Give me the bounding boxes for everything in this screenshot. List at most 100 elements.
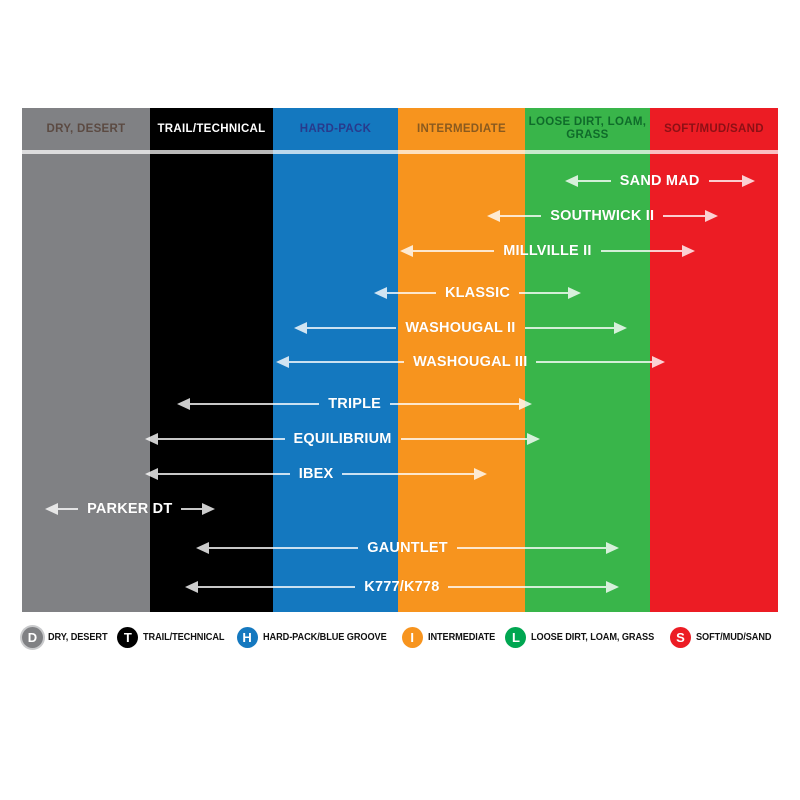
header-divider-rule: [22, 150, 778, 154]
terrain-header-row: DRY, DESERT TRAIL/TECHNICAL HARD-PACK INTER…: [22, 108, 778, 150]
tire-model-label: PARKER DT: [87, 501, 173, 517]
arrow-shaft-left: [307, 327, 397, 329]
arrow-shaft-left: [499, 215, 542, 217]
terrain-legend: D DRY, DESERT T TRAIL/TECHNICAL H HARD-PACK/B…: [22, 622, 778, 652]
tire-model-label: MILLVILLE II: [503, 243, 592, 259]
arrow-shaft-left: [158, 473, 290, 475]
arrow-right-icon: [741, 175, 755, 187]
terrain-band-trail: [149, 108, 273, 612]
tire-range-row: SAND MAD: [564, 170, 755, 192]
arrow-right-icon: [519, 398, 533, 410]
terrain-header-intermediate: INTERMEDIATE: [416, 122, 506, 135]
arrow-right-icon: [606, 542, 620, 554]
arrow-shaft-right: [400, 438, 527, 440]
tire-model-label: WASHOUGAL III: [413, 354, 528, 370]
legend-badge-icon: I: [401, 626, 423, 648]
arrow-left-icon: [145, 468, 159, 480]
arrow-shaft-right: [519, 292, 569, 294]
arrow-shaft-left: [57, 508, 79, 510]
legend-label: HARD-PACK/BLUE GROOVE: [262, 631, 387, 643]
arrow-left-icon: [564, 175, 578, 187]
legend-badge-icon: T: [117, 626, 139, 648]
arrow-left-icon: [44, 503, 58, 515]
arrow-left-icon: [294, 322, 308, 334]
tire-model-label: GAUNTLET: [367, 540, 448, 556]
arrow-shaft-left: [208, 547, 359, 549]
legend-badge-icon: H: [236, 626, 258, 648]
terrain-band-dry_desert: [22, 108, 150, 612]
arrow-shaft-right: [390, 403, 520, 405]
legend-badge-icon: D: [22, 626, 43, 648]
legend-item: L LOOSE DIRT, LOAM, GRASS: [505, 626, 665, 648]
arrow-shaft-left: [386, 292, 436, 294]
tire-range-row: KLASSIC: [373, 282, 582, 304]
terrain-column-bands: [22, 108, 778, 612]
arrow-shaft-right: [448, 586, 607, 588]
arrow-right-icon: [201, 503, 215, 515]
legend-item: T TRAIL/TECHNICAL: [117, 626, 232, 648]
arrow-right-icon: [651, 356, 665, 368]
terrain-band-loose_dirt: [524, 108, 650, 612]
arrow-shaft-left: [197, 586, 356, 588]
arrow-shaft-right: [663, 215, 705, 217]
tire-range-row: EQUILIBRIUM: [145, 428, 540, 450]
arrow-shaft-left: [577, 180, 611, 182]
arrow-shaft-left: [158, 438, 285, 440]
tire-model-label: SOUTHWICK II: [550, 208, 655, 224]
tire-model-label: SAND MAD: [619, 173, 700, 189]
legend-badge-icon: L: [505, 626, 527, 648]
arrow-shaft-right: [600, 250, 682, 252]
tire-model-label: KLASSIC: [444, 285, 510, 301]
tire-range-row: GAUNTLET: [195, 537, 620, 559]
terrain-band-intermediate: [397, 108, 525, 612]
legend-item: I INTERMEDIATE: [401, 626, 501, 648]
terrain-header-hard_pack: HARD-PACK: [299, 122, 372, 135]
arrow-left-icon: [486, 210, 500, 222]
tire-model-label: K777/K778: [364, 579, 440, 595]
legend-label: SOFT/MUD/SAND: [695, 631, 772, 643]
arrow-right-icon: [704, 210, 718, 222]
legend-label: TRAIL/TECHNICAL: [143, 631, 225, 643]
tire-range-row: WASHOUGAL III: [276, 351, 665, 373]
tire-range-row: TRIPLE: [176, 393, 533, 415]
tire-range-rows: SAND MAD SOUTHWICK II MILLVILLE II KLASSIC W…: [22, 108, 778, 612]
terrain-band-soft_mud: [649, 108, 778, 612]
arrow-right-icon: [473, 468, 487, 480]
tire-range-row: PARKER DT: [44, 498, 215, 520]
terrain-header-loose_dirt: LOOSE DIRT, LOAM, GRASS: [528, 116, 647, 141]
tire-range-row: IBEX: [145, 463, 487, 485]
terrain-header-trail: TRAIL/TECHNICAL: [157, 122, 266, 135]
tire-model-label: IBEX: [298, 466, 334, 482]
arrow-shaft-right: [708, 180, 742, 182]
tire-range-row: SOUTHWICK II: [486, 205, 718, 227]
tire-range-row: MILLVILLE II: [400, 240, 695, 262]
arrow-left-icon: [145, 433, 159, 445]
legend-label: INTERMEDIATE: [427, 631, 495, 643]
terrain-chart: DRY, DESERT TRAIL/TECHNICAL HARD-PACK INTER…: [22, 108, 778, 612]
arrow-shaft-right: [524, 327, 614, 329]
arrow-right-icon: [526, 433, 540, 445]
arrow-left-icon: [195, 542, 209, 554]
arrow-shaft-left: [189, 403, 320, 405]
terrain-band-hard_pack: [272, 108, 398, 612]
arrow-shaft-right: [536, 361, 652, 363]
terrain-header-soft_mud: SOFT/MUD/SAND: [664, 122, 764, 135]
tire-range-row: WASHOUGAL II: [294, 317, 627, 339]
legend-item: H HARD-PACK/BLUE GROOVE: [236, 626, 397, 648]
legend-item: S SOFT/MUD/SAND: [669, 626, 778, 648]
arrow-left-icon: [176, 398, 190, 410]
arrow-right-icon: [613, 322, 627, 334]
terrain-header-dry_desert: DRY, DESERT: [46, 122, 126, 135]
arrow-shaft-left: [289, 361, 405, 363]
tire-range-row: K777/K778: [184, 576, 620, 598]
arrow-left-icon: [373, 287, 387, 299]
tire-model-label: TRIPLE: [328, 396, 382, 412]
arrow-shaft-right: [181, 508, 202, 510]
arrow-right-icon: [568, 287, 582, 299]
tire-model-label: WASHOUGAL II: [405, 320, 516, 336]
arrow-shaft-right: [342, 473, 474, 475]
legend-label: DRY, DESERT: [48, 631, 108, 643]
arrow-left-icon: [184, 581, 198, 593]
legend-item: D DRY, DESERT: [22, 626, 113, 648]
